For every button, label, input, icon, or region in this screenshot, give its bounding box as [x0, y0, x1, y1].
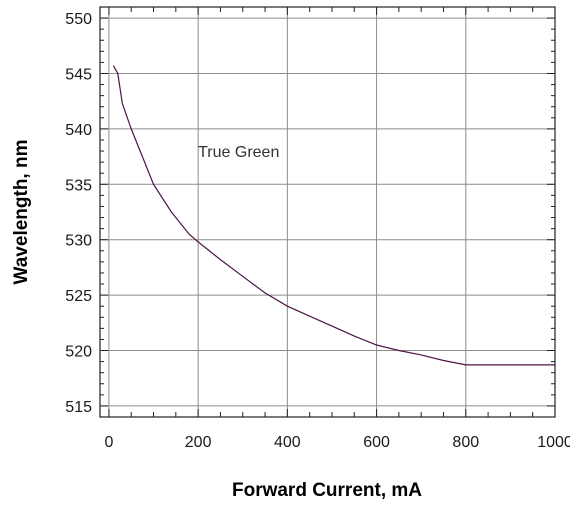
y-tick-label: 535	[65, 177, 92, 194]
y-tick-label: 550	[65, 11, 92, 28]
y-axis-title: Wavelength, nm	[11, 140, 32, 285]
series-line	[112, 65, 555, 366]
x-tick-label: 0	[104, 434, 113, 451]
y-tick-label: 540	[65, 122, 92, 139]
annotation-true-green: True Green	[198, 144, 279, 161]
minor-ticks	[100, 7, 556, 417]
plot-background	[100, 7, 555, 417]
y-tick-labels: 515 520 525 530 535 540 545 550	[65, 11, 92, 416]
x-tick-label: 200	[185, 434, 212, 451]
plot-frame	[99, 6, 556, 418]
y-tick-label: 545	[65, 66, 92, 83]
y-tick-label: 530	[65, 233, 92, 250]
y-tick-label: 520	[65, 344, 92, 361]
y-tick-label: 525	[65, 288, 92, 305]
x-tick-label: 800	[452, 434, 479, 451]
y-tick-label: 515	[65, 399, 92, 416]
series-layer	[112, 65, 555, 366]
x-tick-label: 400	[274, 434, 301, 451]
x-tick-label: 1000	[537, 434, 570, 451]
x-tick-labels: 0 200 400 600 800 1000	[104, 434, 570, 451]
x-axis-title: Forward Current, mA	[232, 480, 422, 501]
x-tick-label: 600	[363, 434, 390, 451]
